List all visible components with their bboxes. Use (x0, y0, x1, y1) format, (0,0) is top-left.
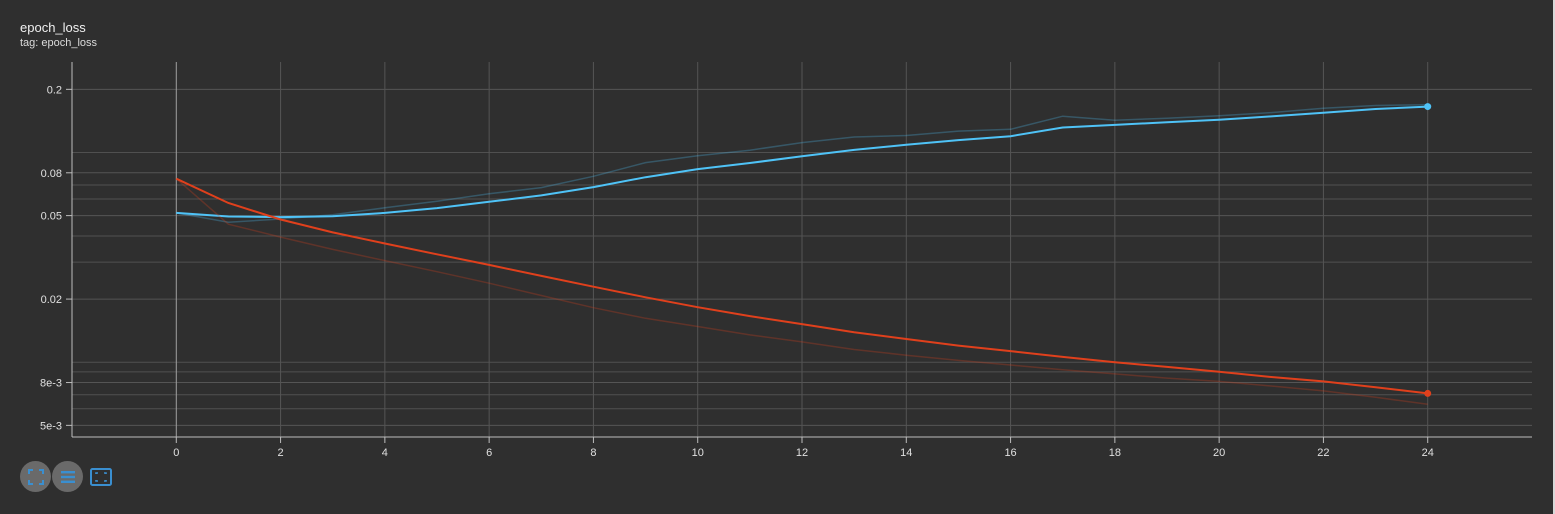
series-1-end-point (1424, 389, 1432, 397)
x-tick-label: 14 (900, 447, 912, 459)
fullscreen-icon (27, 468, 44, 485)
y-tick-label: 0.02 (41, 294, 62, 306)
x-tick-label: 4 (382, 447, 388, 459)
card-tag: tag: epoch_loss (20, 37, 98, 49)
fit-to-data-button[interactable] (88, 464, 114, 490)
list-icon (60, 470, 75, 483)
series-0-raw-line (176, 103, 1428, 223)
x-tick-label: 0 (173, 447, 179, 459)
x-tick-label: 18 (1109, 447, 1121, 459)
x-tick-label: 8 (590, 447, 596, 459)
fit-domain-button[interactable] (20, 461, 51, 492)
y-tick-label: 0.08 (41, 168, 62, 180)
fit-screen-icon (90, 467, 112, 486)
card-header: epoch_loss tag: epoch_loss (20, 20, 97, 50)
series-1-raw-line (175, 178, 1428, 406)
series-1-smoothed-line (175, 177, 1428, 395)
x-tick-label: 2 (278, 447, 284, 459)
series-0-end-point (1424, 103, 1432, 111)
x-tick-label: 6 (486, 447, 492, 459)
card-title: epoch_loss (20, 20, 86, 35)
chart-toolbar (20, 461, 114, 492)
x-tick-label: 20 (1213, 447, 1225, 459)
panel-right-border (1553, 0, 1555, 514)
y-tick-label: 0.05 (41, 211, 62, 223)
series-0-smoothed-line (176, 105, 1428, 219)
x-tick-label: 24 (1422, 447, 1434, 459)
y-tick-label: 0.2 (47, 84, 62, 96)
x-tick-label: 22 (1317, 447, 1329, 459)
x-tick-label: 10 (692, 447, 704, 459)
y-tick-label: 5e-3 (40, 420, 62, 432)
x-tick-label: 12 (796, 447, 808, 459)
x-tick-label: 16 (1004, 447, 1016, 459)
y-tick-label: 8e-3 (40, 378, 62, 390)
toggle-log-scale-button[interactable] (52, 461, 83, 492)
